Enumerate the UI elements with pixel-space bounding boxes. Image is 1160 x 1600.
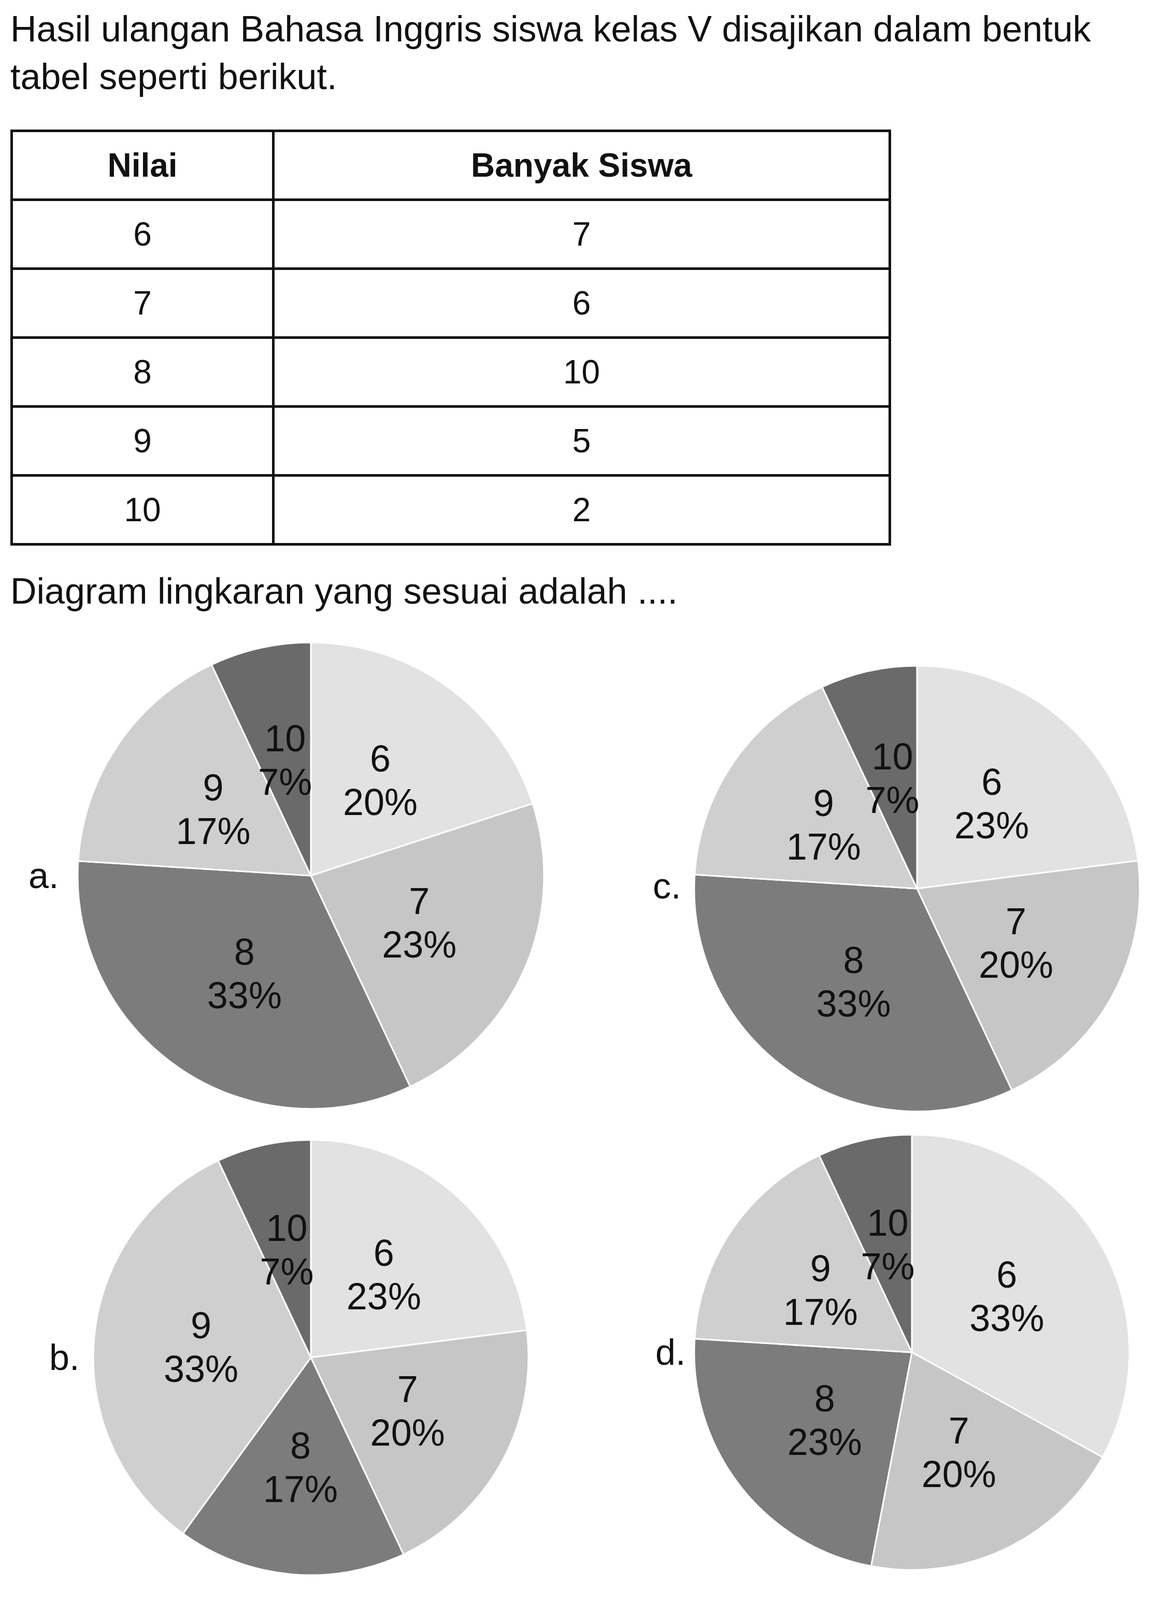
- svg-text:10: 10: [265, 1207, 308, 1249]
- svg-text:33%: 33%: [163, 1348, 239, 1390]
- html-text:Hasil ulangan Bahasa Inggris s: Hasil ulangan Bahasa Inggris siswa kelas…: [10, 8, 1091, 97]
- svg-text:33%: 33%: [815, 982, 891, 1025]
- html-text:Diagram lingkaran yang sesuai: Diagram lingkaran yang sesuai adalah ...…: [10, 570, 678, 612]
- svg-text:8: 8: [814, 1377, 836, 1420]
- svg-text:8: 8: [290, 1424, 311, 1467]
- svg-text:7: 7: [1005, 900, 1027, 942]
- svg-text:8: 8: [842, 939, 864, 981]
- svg-text:33%: 33%: [969, 1297, 1044, 1339]
- svg-text:23%: 23%: [954, 804, 1029, 847]
- svg-text:17%: 17%: [263, 1468, 338, 1510]
- svg-text:23%: 23%: [346, 1275, 422, 1317]
- svg-text:17%: 17%: [175, 810, 251, 852]
- svg-text:9: 9: [810, 1247, 832, 1290]
- html-text:7: 7: [572, 215, 591, 253]
- html-text:6: 6: [572, 284, 591, 322]
- svg-text:9: 9: [190, 1304, 212, 1346]
- html-text:7: 7: [133, 284, 152, 322]
- svg-text:6: 6: [373, 1232, 395, 1274]
- svg-text:10: 10: [866, 1201, 909, 1244]
- svg-text:6: 6: [996, 1253, 1018, 1296]
- svg-text:7: 7: [408, 880, 430, 922]
- html-text:6: 6: [133, 215, 152, 253]
- svg-text:6: 6: [981, 761, 1002, 803]
- svg-text:10: 10: [264, 717, 306, 759]
- svg-text:7%: 7%: [258, 761, 312, 803]
- svg-text:7%: 7%: [260, 1250, 314, 1293]
- svg-text:c.: c.: [652, 865, 681, 907]
- svg-text:20%: 20%: [978, 943, 1054, 986]
- svg-text:b.: b.: [49, 1337, 80, 1378]
- html-text:10: 10: [124, 491, 161, 529]
- html-text:5: 5: [572, 422, 591, 460]
- svg-text:17%: 17%: [783, 1291, 858, 1333]
- svg-text:6: 6: [369, 737, 391, 780]
- svg-text:33%: 33%: [207, 974, 282, 1016]
- svg-text:10: 10: [871, 735, 913, 778]
- svg-text:9: 9: [813, 782, 835, 824]
- svg-text:20%: 20%: [921, 1453, 997, 1495]
- svg-text:23%: 23%: [787, 1421, 863, 1463]
- html-text:Banyak Siswa: Banyak Siswa: [470, 146, 693, 184]
- html-text:10: 10: [563, 353, 600, 391]
- html-text:9: 9: [133, 422, 152, 460]
- svg-text:8: 8: [234, 931, 255, 973]
- svg-text:9: 9: [202, 766, 224, 809]
- svg-text:7: 7: [397, 1368, 419, 1410]
- svg-text:7%: 7%: [865, 779, 920, 821]
- svg-text:7: 7: [948, 1409, 970, 1452]
- svg-text:a.: a.: [28, 855, 59, 896]
- svg-text:23%: 23%: [381, 923, 457, 966]
- svg-text:7%: 7%: [861, 1245, 915, 1287]
- svg-text:20%: 20%: [342, 781, 418, 823]
- svg-text:20%: 20%: [370, 1411, 446, 1454]
- svg-text:d.: d.: [655, 1332, 686, 1373]
- html-text:Nilai: Nilai: [107, 146, 178, 184]
- html-text:2: 2: [572, 491, 591, 529]
- svg-text:17%: 17%: [786, 825, 862, 868]
- html-text:8: 8: [133, 353, 152, 391]
